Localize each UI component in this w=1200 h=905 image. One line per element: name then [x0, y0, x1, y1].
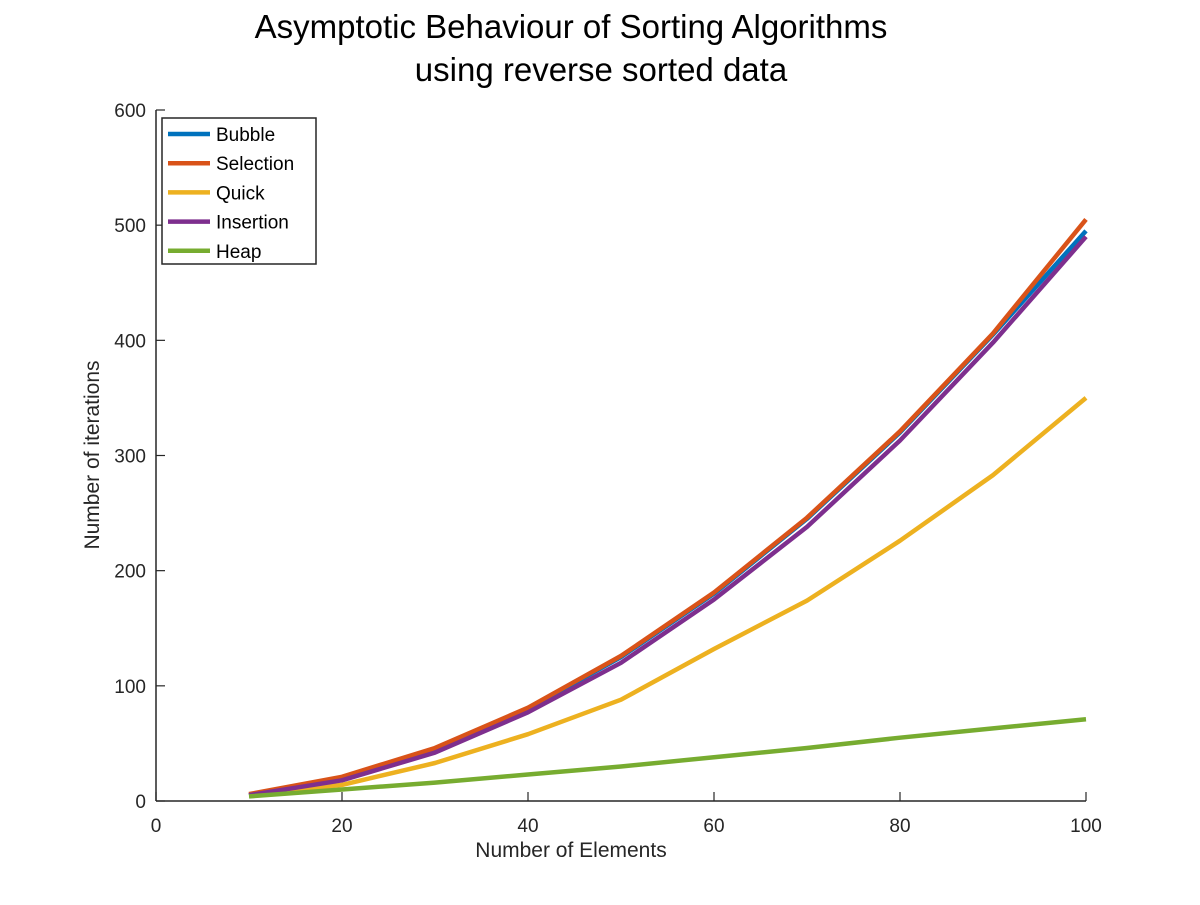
chart-title-line-2: using reverse sorted data	[415, 51, 788, 88]
y-tick-label: 0	[135, 792, 146, 813]
y-axis-label: Number of iterations	[81, 360, 104, 549]
series-line-selection	[249, 219, 1086, 794]
legend-label-bubble: Bubble	[216, 125, 275, 146]
legend: Bubble Selection Quick Insertion Heap	[162, 118, 316, 264]
legend-label-insertion: Insertion	[216, 213, 289, 234]
x-tick-label: 60	[703, 816, 724, 837]
legend-label-selection: Selection	[216, 154, 294, 175]
chart-title: Asymptotic Behaviour of Sorting Algorith…	[255, 8, 888, 88]
series-line-quick	[249, 398, 1086, 795]
x-tick-label: 20	[331, 816, 352, 837]
series-line-heap	[249, 719, 1086, 796]
x-tick-label: 100	[1070, 816, 1102, 837]
x-tick-label: 80	[889, 816, 910, 837]
y-tick-label: 200	[114, 562, 146, 583]
x-axis-label: Number of Elements	[475, 839, 666, 862]
y-tick-label: 500	[114, 216, 146, 237]
x-tick-label: 40	[517, 816, 538, 837]
series-line-insertion	[249, 237, 1086, 796]
series-line-bubble	[249, 231, 1086, 795]
plot-area	[249, 219, 1086, 796]
chart-title-line-1: Asymptotic Behaviour of Sorting Algorith…	[255, 8, 888, 45]
y-tick-label: 400	[114, 331, 146, 352]
legend-label-heap: Heap	[216, 242, 261, 263]
y-tick-label: 600	[114, 101, 146, 122]
y-tick-label: 100	[114, 677, 146, 698]
legend-label-quick: Quick	[216, 183, 265, 204]
x-tick-label: 0	[151, 816, 162, 837]
y-tick-label: 300	[114, 447, 146, 468]
